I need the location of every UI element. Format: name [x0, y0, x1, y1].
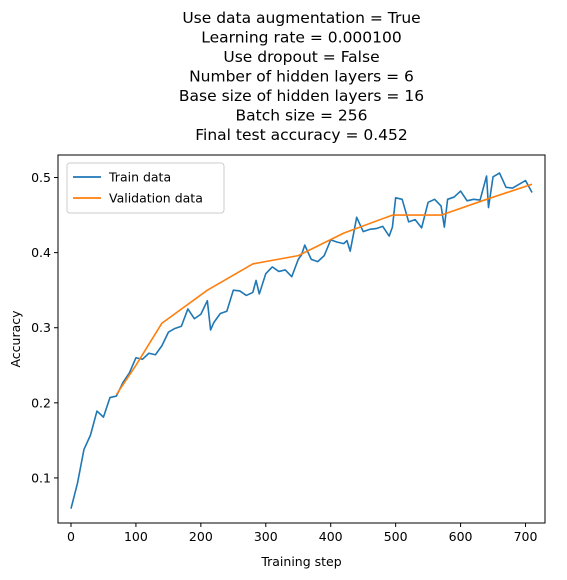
x-tick-label: 0: [67, 529, 75, 544]
legend-entry: Train data: [108, 170, 171, 185]
x-tick-label: 300: [254, 529, 278, 544]
x-tick-label: 100: [124, 529, 148, 544]
title-line-6: Final test accuracy = 0.452: [195, 126, 408, 144]
plot-area: 0 100 200 300 400 500 600 700 0.1 0.2 0.3 0.4 0.5: [31, 154, 546, 544]
legend: Train data Validation data: [66, 162, 225, 214]
title-line-5: Batch size = 256: [236, 107, 368, 125]
title-line-2: Use dropout = False: [223, 48, 379, 66]
x-tick-label: 200: [189, 529, 213, 544]
y-tick-label: 0.5: [31, 170, 51, 185]
y-tick-label: 0.4: [31, 245, 51, 260]
title-line-0: Use data augmentation = True: [182, 9, 420, 27]
title-line-1: Learning rate = 0.000100: [201, 29, 402, 47]
y-tick-label: 0.3: [31, 320, 51, 335]
series-line-validation-data: [115, 183, 533, 396]
y-axis-label: Accuracy: [8, 310, 23, 368]
legend-box: [66, 162, 225, 214]
legend-entry: Validation data: [109, 191, 203, 206]
x-tick-label: 500: [384, 529, 408, 544]
x-tick-label: 600: [449, 529, 473, 544]
y-tick-label: 0.1: [31, 470, 51, 485]
title-line-3: Number of hidden layers = 6: [189, 68, 414, 86]
x-axis-ticks: 0 100 200 300 400 500 600 700: [67, 523, 537, 544]
series-line-train-data: [70, 172, 533, 509]
title-line-4: Base size of hidden layers = 16: [179, 87, 424, 105]
chart-title: Use data augmentation = True Learning rat…: [179, 9, 424, 144]
y-axis-ticks: 0.1 0.2 0.3 0.4 0.5: [31, 170, 58, 485]
x-tick-label: 700: [514, 529, 538, 544]
x-axis-label: Training step: [260, 554, 341, 569]
x-tick-label: 400: [319, 529, 343, 544]
series-lines: [70, 172, 533, 509]
axes-frame: [57, 154, 546, 524]
y-tick-label: 0.2: [31, 395, 51, 410]
